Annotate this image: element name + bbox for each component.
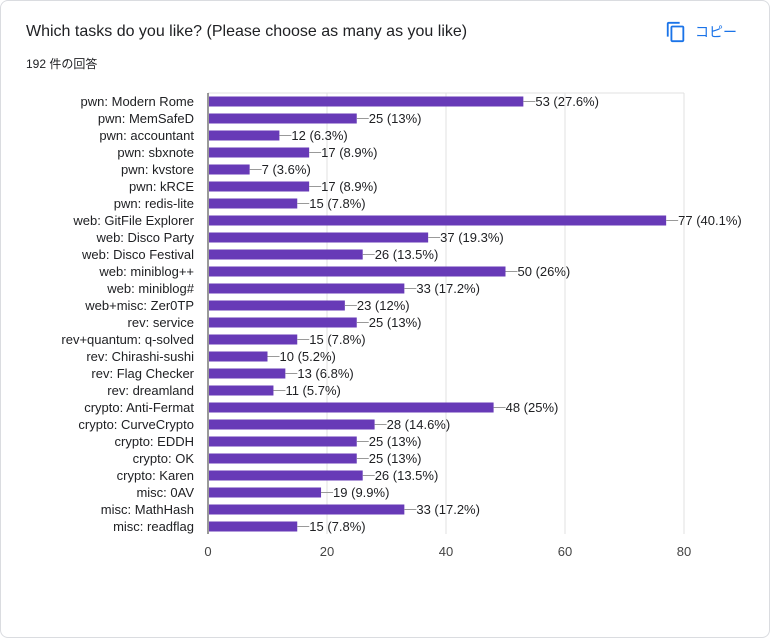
bar <box>209 334 298 345</box>
bar <box>209 300 345 311</box>
copy-icon <box>666 21 685 43</box>
category-label: crypto: Anti-Fermat <box>84 400 194 415</box>
bar <box>209 402 494 413</box>
data-label: 33 (17.2%) <box>416 502 480 517</box>
category-label: web: miniblog++ <box>98 264 194 279</box>
bar <box>209 147 310 158</box>
data-label: 10 (5.2%) <box>280 349 336 364</box>
category-label: pwn: redis-lite <box>114 196 194 211</box>
category-label: crypto: Karen <box>117 468 194 483</box>
data-label: 12 (6.3%) <box>291 128 347 143</box>
bar <box>209 368 286 379</box>
category-label: misc: MathHash <box>101 502 194 517</box>
bar <box>209 164 250 175</box>
x-tick-label: 40 <box>439 544 453 559</box>
category-label: pwn: sbxnote <box>117 145 194 160</box>
data-label: 17 (8.9%) <box>321 145 377 160</box>
category-label: pwn: Modern Rome <box>81 94 194 109</box>
category-label: crypto: OK <box>133 451 195 466</box>
bar <box>209 487 322 498</box>
data-label: 25 (13%) <box>369 451 422 466</box>
data-label: 53 (27.6%) <box>535 94 599 109</box>
category-label: web+misc: Zer0TP <box>84 298 194 313</box>
data-label: 7 (3.6%) <box>262 162 311 177</box>
bar <box>209 232 429 243</box>
data-label: 11 (5.7%) <box>285 383 340 398</box>
bar <box>209 385 274 396</box>
data-label: 48 (25%) <box>506 400 559 415</box>
category-label: web: Disco Festival <box>81 247 194 262</box>
x-tick-label: 20 <box>320 544 334 559</box>
bar <box>209 266 506 277</box>
data-label: 25 (13%) <box>369 434 422 449</box>
x-tick-label: 0 <box>204 544 211 559</box>
category-label: web: miniblog# <box>106 281 194 296</box>
data-label: 23 (12%) <box>357 298 410 313</box>
category-label: web: Disco Party <box>95 230 194 245</box>
bar <box>209 504 405 515</box>
category-label: pwn: MemSafeD <box>98 111 194 126</box>
bar <box>209 113 357 124</box>
data-label: 37 (19.3%) <box>440 230 504 245</box>
bar <box>209 198 298 209</box>
copy-button[interactable]: コピー <box>665 19 737 45</box>
data-label: 15 (7.8%) <box>309 196 365 211</box>
bar <box>209 317 357 328</box>
data-label: 25 (13%) <box>369 315 422 330</box>
category-label: pwn: kvstore <box>121 162 194 177</box>
bar <box>209 470 363 481</box>
category-label: rev+quantum: q-solved <box>61 332 194 347</box>
x-tick-label: 80 <box>677 544 691 559</box>
data-label: 13 (6.8%) <box>297 366 353 381</box>
category-label: pwn: kRCE <box>129 179 194 194</box>
bar <box>209 181 310 192</box>
bar <box>209 436 357 447</box>
x-tick-label: 60 <box>558 544 572 559</box>
data-label: 50 (26%) <box>518 264 571 279</box>
bar <box>209 453 357 464</box>
data-label: 26 (13.5%) <box>375 468 439 483</box>
response-count: 192 件の回答 <box>26 57 98 71</box>
category-label: misc: readflag <box>113 519 194 534</box>
data-label: 19 (9.9%) <box>333 485 389 500</box>
category-label: rev: Chirashi-sushi <box>86 349 194 364</box>
bar <box>209 130 280 141</box>
data-label: 15 (7.8%) <box>309 332 365 347</box>
bar <box>209 283 405 294</box>
data-label: 28 (14.6%) <box>387 417 451 432</box>
category-label: misc: 0AV <box>136 485 194 500</box>
category-label: rev: Flag Checker <box>91 366 194 381</box>
category-label: crypto: CurveCrypto <box>78 417 194 432</box>
category-label: rev: dreamland <box>107 383 194 398</box>
question-title: Which tasks do you like? (Please choose … <box>26 23 468 40</box>
category-label: web: GitFile Explorer <box>72 213 194 228</box>
copy-label: コピー <box>695 24 737 40</box>
data-label: 26 (13.5%) <box>375 247 439 262</box>
category-label: pwn: accountant <box>99 128 194 143</box>
data-label: 15 (7.8%) <box>309 519 365 534</box>
data-label: 17 (8.9%) <box>321 179 377 194</box>
bar <box>209 351 268 362</box>
data-label: 25 (13%) <box>369 111 422 126</box>
data-label: 77 (40.1%) <box>678 213 742 228</box>
bar <box>209 521 298 532</box>
bar <box>209 419 375 430</box>
category-label: crypto: EDDH <box>115 434 194 449</box>
bar <box>209 96 524 107</box>
category-label: rev: service <box>128 315 194 330</box>
bar <box>209 215 667 226</box>
bar <box>209 249 363 260</box>
data-label: 33 (17.2%) <box>416 281 480 296</box>
